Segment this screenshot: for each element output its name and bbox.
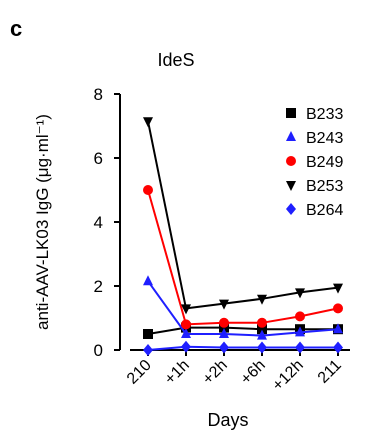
panel-label: c: [10, 16, 22, 41]
data-point: [143, 117, 153, 128]
data-point: [257, 324, 267, 335]
legend-item-b243: B243: [286, 130, 343, 147]
series-b243: [143, 275, 343, 340]
data-point: [295, 341, 305, 354]
x-tick-label: +1h: [162, 357, 193, 388]
x-tick-label: 211: [315, 357, 345, 387]
data-point: [181, 319, 191, 330]
data-point: [333, 341, 343, 354]
legend-marker: [286, 156, 296, 166]
data-point: [143, 344, 153, 356]
legend-item-b249: B249: [286, 154, 343, 171]
data-point: [257, 329, 267, 340]
data-point: [257, 317, 267, 328]
data-point: [143, 329, 153, 339]
legend-marker: [286, 181, 296, 191]
series-line: [147, 345, 338, 351]
chart-title: IdeS: [157, 50, 194, 70]
y-tick-label: 0: [94, 341, 103, 360]
data-point: [333, 283, 343, 294]
x-axis-label: Days: [207, 410, 248, 430]
data-point: [257, 294, 267, 305]
y-tick-label: 2: [94, 277, 103, 296]
data-point: [295, 326, 305, 337]
legend-item-b253: B253: [286, 178, 343, 195]
legend-label: B249: [306, 154, 343, 171]
plot-area: [143, 117, 343, 356]
data-point: [181, 304, 191, 315]
series-line: [147, 189, 339, 326]
series-b253: [143, 117, 343, 315]
legend-marker: [286, 131, 296, 141]
data-point: [219, 317, 229, 328]
legend: B233 B243 B249 B253 B264: [286, 106, 343, 219]
series-line: [147, 326, 338, 335]
series-line: [147, 121, 339, 310]
data-point: [295, 311, 305, 322]
data-point: [219, 299, 229, 310]
data-point: [181, 328, 191, 338]
data-point: [143, 275, 153, 286]
legend-label: B233: [306, 106, 343, 123]
legend-marker: [286, 203, 296, 215]
y-tick-label: 4: [94, 213, 103, 232]
x-tick-label: +12h: [269, 357, 307, 395]
data-point: [257, 341, 267, 354]
data-point: [181, 340, 191, 353]
data-point: [333, 303, 343, 314]
data-point: [143, 185, 153, 195]
legend-label: B264: [306, 202, 343, 219]
y-tick-label: 8: [94, 85, 103, 104]
legend-label: B243: [306, 130, 343, 147]
x-tick-label: 210: [124, 357, 155, 388]
legend-label: B253: [306, 178, 343, 195]
series-b249: [143, 185, 343, 330]
y-axis-label: anti-AAV-LK03 IgG (μg·ml⁻¹): [33, 114, 52, 330]
data-point: [333, 323, 343, 334]
data-point: [295, 288, 305, 299]
legend-item-b233: B233: [286, 106, 343, 123]
series-b264: [143, 340, 343, 356]
series-line: [147, 280, 339, 337]
x-tick-label: +2h: [200, 357, 231, 388]
legend-marker: [286, 108, 296, 118]
x-tick-label: +6h: [238, 357, 269, 388]
legend-item-b264: B264: [286, 202, 343, 219]
data-point: [219, 328, 229, 338]
data-point: [219, 341, 229, 354]
y-tick-label: 6: [94, 149, 103, 168]
